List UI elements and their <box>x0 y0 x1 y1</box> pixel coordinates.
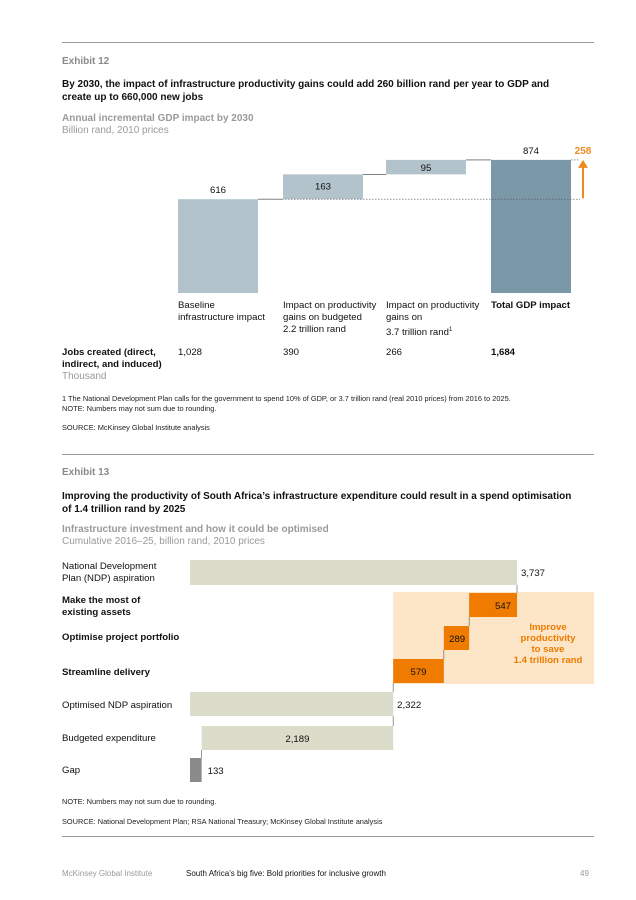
exhibit-12-source: SOURCE: McKinsey Global Institute analys… <box>62 423 210 432</box>
gain-arrow-label: 258 <box>575 146 592 157</box>
bar-budgeted-gain <box>283 174 363 200</box>
category-label-baseline: Baseline infrastructure impact <box>178 300 265 323</box>
value-label: 3,737 <box>521 568 545 579</box>
callout-text: productivity <box>521 633 577 644</box>
row-label-existing-assets: Make the most of existing assets <box>62 595 141 618</box>
exhibit-12-label: Exhibit 12 <box>62 56 110 67</box>
footer-page-number: 49 <box>580 869 589 878</box>
bar-project-portfolio <box>443 626 470 650</box>
callout-text: to save <box>531 644 564 655</box>
callout-text: Improve <box>529 622 566 633</box>
exhibit-12-note: NOTE: Numbers may not sum due to roundin… <box>62 404 217 413</box>
exhibit-12-units: Billion rand, 2010 prices <box>62 125 169 136</box>
bar-ndp-aspiration <box>190 560 517 585</box>
value-label: 133 <box>208 766 224 777</box>
category-label-total: Total GDP impact <box>491 300 571 311</box>
footer-title: South Africa’s big five: Bold priorities… <box>186 869 386 878</box>
row-label-optimised-ndp: Optimised NDP aspiration <box>62 700 173 711</box>
callout-text: 1.4 trillion rand <box>514 655 583 666</box>
value-label: 547 <box>495 601 511 612</box>
middle-rule <box>62 454 594 455</box>
exhibit-13-label: Exhibit 13 <box>62 467 110 478</box>
exhibit-13-note: NOTE: Numbers may not sum due to roundin… <box>62 797 217 806</box>
row-label-gap: Gap <box>62 765 81 776</box>
exhibit-12-chart: 616 163 95 874 258 <box>178 146 592 293</box>
value-label: 163 <box>315 181 331 192</box>
bar-existing-assets <box>469 593 517 617</box>
row-label-budgeted-expenditure: Budgeted expenditure <box>62 733 156 744</box>
exhibit-13-units: Cumulative 2016–25, billion rand, 2010 p… <box>62 536 265 547</box>
row-label-ndp-aspiration: National Development Plan (NDP) aspirati… <box>62 561 157 584</box>
footer-publisher: McKinsey Global Institute <box>62 869 153 878</box>
gain-arrow-head <box>578 159 588 168</box>
jobs-value-total: 1,684 <box>491 347 516 358</box>
value-label: 2,322 <box>397 700 421 711</box>
category-label-37-trillion: Impact on productivity gains on 3.7 tril… <box>386 300 480 339</box>
exhibit-12-footnote: 1 The National Development Plan calls fo… <box>62 394 511 403</box>
jobs-value-baseline: 1,028 <box>178 347 203 358</box>
jobs-value-budgeted: 390 <box>283 347 300 358</box>
exhibit-13-headline: Improving the productivity of South Afri… <box>62 491 572 515</box>
row-label-streamline-delivery: Streamline delivery <box>62 667 150 678</box>
exhibit-13-source: SOURCE: National Development Plan; RSA N… <box>62 817 383 826</box>
footnote-marker: 1 <box>448 327 453 333</box>
bar-baseline <box>178 199 258 293</box>
bar-streamline-delivery <box>393 659 444 683</box>
value-label: 95 <box>421 163 432 174</box>
jobs-value-37-trillion: 266 <box>386 347 403 358</box>
category-label-budgeted: Impact on productivity gains on budgeted… <box>283 300 377 335</box>
bar-budgeted-expenditure <box>201 726 394 750</box>
value-label: 616 <box>210 185 226 196</box>
exhibit-12-subtitle: Annual incremental GDP impact by 2030 <box>62 113 254 124</box>
value-label: 579 <box>411 667 427 678</box>
jobs-unit: Thousand <box>62 371 107 382</box>
exhibit-12-headline: By 2030, the impact of infrastructure pr… <box>62 79 550 103</box>
row-label-project-portfolio: Optimise project portfolio <box>62 632 180 643</box>
top-rule <box>62 42 594 43</box>
bar-optimised-ndp <box>190 692 394 716</box>
jobs-label: Jobs created (direct, indirect, and indu… <box>62 347 162 370</box>
bar-total <box>491 159 571 293</box>
bottom-rule <box>62 836 594 837</box>
value-label: 874 <box>523 146 540 157</box>
value-label: 289 <box>449 634 465 645</box>
bar-gap <box>190 758 202 782</box>
exhibit-13-subtitle: Infrastructure investment and how it cou… <box>62 524 329 535</box>
value-label: 2,189 <box>285 734 309 745</box>
bar-37-trillion-gain <box>386 159 466 175</box>
